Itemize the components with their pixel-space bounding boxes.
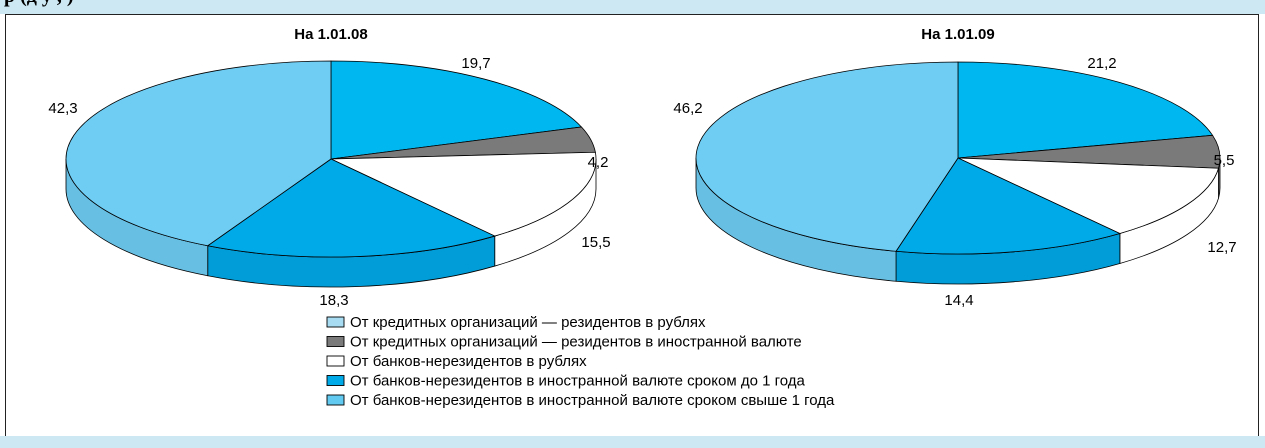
data-label-1: 5,5 — [1214, 152, 1235, 169]
slice-top-2 — [957, 157, 1220, 234]
data-label-1: 4,2 — [588, 154, 609, 171]
pie-title: На 1.01.09 — [921, 26, 994, 43]
data-label-2: 12,7 — [1207, 239, 1236, 256]
legend-label-1: От кредитных организаций — резидентов в … — [350, 334, 802, 351]
bottom-band — [0, 436, 1265, 448]
data-label-0: 46,2 — [673, 100, 702, 117]
slice-top-3 — [206, 158, 496, 258]
slice-top-4 — [330, 60, 583, 160]
pie-tops — [65, 60, 597, 258]
chart-legend: От кредитных организаций — резидентов в … — [326, 314, 835, 409]
top-band — [0, 0, 1265, 14]
slice-top-3 — [895, 157, 1122, 255]
pie-chart-2: На 1.01.09 46,2 5,5 12,7 14,4 21,2 — [673, 26, 1236, 309]
page-title-fragment: р (д у , ) — [4, 0, 74, 8]
data-label-3: 18,3 — [319, 292, 348, 309]
pie-chart-1: На 1.01.08 42,3 4,2 15,5 18,3 19,7 — [48, 26, 610, 309]
legend-label-4: От банков-нерезидентов в иностранной вал… — [350, 392, 835, 409]
pie-title: На 1.01.08 — [294, 26, 367, 43]
pie-charts: На 1.01.08 42,3 4,2 15,5 18,3 19,7 На 1.01.09 4… — [48, 26, 1236, 409]
legend-swatch-3 — [326, 375, 345, 386]
legend-label-2: От банков-нерезидентов в рублях — [350, 353, 587, 370]
chart-frame: На 1.01.08 42,3 4,2 15,5 18,3 19,7 На 1.01.09 4… — [5, 14, 1259, 438]
slice-top-0 — [65, 60, 332, 247]
data-label-2: 15,5 — [581, 234, 610, 251]
pie-tops — [695, 61, 1221, 255]
slice-top-0 — [695, 61, 959, 252]
legend-label-0: От кредитных организаций — резидентов в … — [350, 314, 706, 331]
data-label-0: 42,3 — [48, 100, 77, 117]
legend-swatch-2 — [326, 355, 345, 367]
slice-top-4 — [957, 61, 1214, 159]
data-label-4: 21,2 — [1087, 55, 1116, 72]
data-label-3: 14,4 — [944, 292, 973, 309]
legend-swatch-1 — [326, 336, 345, 347]
legend-swatch-4 — [326, 394, 345, 406]
data-label-4: 19,7 — [461, 55, 490, 72]
legend-label-3: От банков-нерезидентов в иностранной вал… — [350, 373, 806, 390]
slice-top-2 — [330, 151, 597, 237]
legend-swatch-0 — [326, 316, 345, 328]
